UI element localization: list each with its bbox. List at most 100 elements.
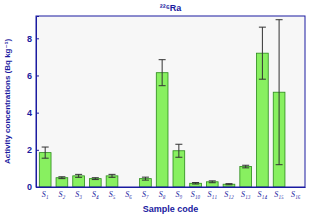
marks	[39, 20, 285, 187]
y-axis-line	[37, 17, 40, 188]
bar	[190, 183, 202, 187]
error-cap	[175, 144, 182, 145]
x-tick: S₃	[75, 187, 82, 199]
x-tick-label: S₅	[109, 190, 116, 199]
x-axis-line	[37, 187, 306, 188]
x-tick: S₁₂	[224, 187, 234, 199]
x-tick: S₈	[159, 187, 166, 199]
y-axis-title: Activity concentrations (Bq kg⁻¹)	[3, 39, 12, 164]
error-cap	[58, 176, 65, 177]
error-cap	[75, 177, 82, 178]
error-bar	[175, 144, 182, 157]
bar	[156, 73, 168, 187]
y-tick-label: 2	[27, 145, 32, 155]
error-cap	[92, 177, 99, 178]
error-bar	[276, 20, 283, 165]
y-tick-label: 0	[27, 182, 32, 192]
error-cap	[92, 179, 99, 180]
error-cap	[42, 147, 49, 148]
y-tick: 4	[27, 108, 39, 118]
x-tick: S₂	[59, 187, 66, 199]
x-tick-label: S₆	[125, 190, 132, 199]
error-cap	[259, 27, 266, 28]
x-tick-label: S₁₆	[291, 190, 301, 199]
plot: 02468S₁S₂S₃S₄S₅S₆S₇S₈S₉S₁₀S₁₁S₁₂S₁₃S₁₄S₁…	[27, 16, 306, 199]
error-cap	[225, 183, 232, 184]
x-tick-label: S₁₁	[207, 190, 217, 199]
error-bar	[75, 174, 82, 177]
y-tick-mark	[36, 113, 39, 114]
x-tick-label: S₁₀	[191, 190, 201, 199]
bar	[89, 179, 101, 187]
error-cap	[242, 167, 249, 168]
bar	[39, 153, 51, 187]
chart: 02468S₁S₂S₃S₄S₅S₆S₇S₈S₉S₁₀S₁₁S₁₂S₁₃S₁₄S₁…	[0, 0, 311, 215]
error-cap	[159, 85, 166, 86]
error-line	[262, 27, 263, 79]
error-cap	[142, 177, 149, 178]
error-bar	[142, 177, 149, 180]
error-bar	[42, 147, 49, 158]
error-cap	[109, 174, 116, 175]
bar	[56, 178, 68, 187]
error-cap	[159, 59, 166, 60]
error-cap	[225, 184, 232, 185]
error-cap	[192, 182, 199, 183]
x-tick: S₁₅	[274, 187, 284, 199]
x-tick-label: S₉	[175, 190, 182, 199]
error-bar	[109, 174, 116, 177]
error-cap	[209, 182, 216, 183]
x-tick-label: S₁₄	[258, 190, 268, 199]
error-bar	[225, 184, 232, 185]
error-cap	[276, 19, 283, 20]
bar	[206, 182, 218, 187]
error-line	[45, 147, 46, 158]
error-cap	[75, 174, 82, 175]
error-bar	[242, 165, 249, 168]
error-cap	[58, 178, 65, 179]
error-cap	[259, 79, 266, 80]
x-tick-label: S₁₅	[274, 190, 284, 199]
bar	[140, 179, 152, 187]
x-tick-label: S₈	[159, 190, 166, 199]
y-axis: 0 2 4 6 8	[27, 17, 39, 193]
x-tick: S₁₄	[258, 187, 268, 199]
error-cap	[276, 164, 283, 165]
error-line	[178, 144, 179, 157]
x-tick: S₅	[109, 187, 116, 199]
x-tick-label: S₁₃	[241, 190, 251, 199]
y-tick-mark	[36, 38, 39, 39]
bar	[106, 176, 118, 187]
error-line	[279, 20, 280, 165]
bar	[240, 167, 252, 187]
x-axis-title: Sample code	[143, 204, 199, 214]
x-tick-label: S₁	[42, 190, 49, 199]
error-cap	[42, 158, 49, 159]
y-tick-label: 4	[27, 108, 32, 118]
error-bar	[58, 177, 65, 179]
y-tick: 8	[27, 34, 39, 44]
x-tick: S₁₁	[207, 187, 217, 199]
plot-background	[36, 16, 305, 187]
x-tick-label: S₇	[142, 190, 149, 199]
y-tick-mark	[36, 75, 39, 76]
error-cap	[242, 165, 249, 166]
error-cap	[209, 180, 216, 181]
x-tick-label: S₁₂	[224, 190, 234, 199]
x-tick: S₇	[142, 187, 149, 199]
error-bar	[159, 60, 166, 86]
x-tick: S₁	[42, 187, 49, 199]
x-tick: S₉	[175, 187, 182, 199]
y-tick: 6	[27, 71, 39, 81]
error-bar	[92, 178, 99, 180]
x-tick: S₁₃	[241, 187, 251, 199]
x-axis: S₁ S₂ S₃ S₄ S₅ S₆ S₇ S₈ S₉ S₁₀ S₁₁ S₁₂ S₁₃ S₁₄ S₁₅ S₁₆	[37, 187, 306, 199]
error-bar	[192, 183, 199, 184]
x-tick: S₁₆	[291, 187, 301, 199]
error-cap	[109, 177, 116, 178]
y-tick: 2	[27, 145, 39, 155]
y-tick-mark	[36, 150, 39, 151]
x-tick-label: S₄	[92, 190, 99, 199]
y-tick-label: 8	[27, 34, 32, 44]
error-bar	[209, 181, 216, 183]
